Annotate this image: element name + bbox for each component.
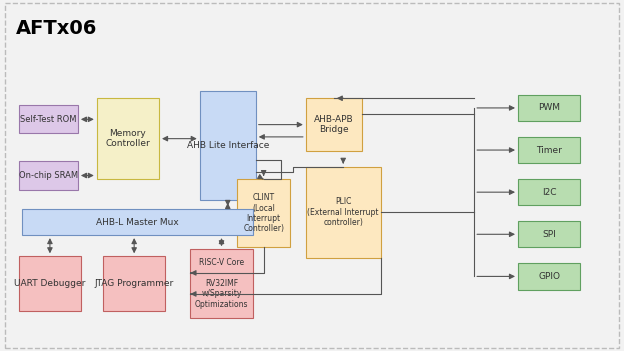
FancyBboxPatch shape — [237, 179, 290, 247]
Text: PWM: PWM — [538, 104, 560, 112]
Text: AHB Lite Interface: AHB Lite Interface — [187, 141, 269, 150]
FancyBboxPatch shape — [19, 161, 78, 190]
FancyBboxPatch shape — [518, 179, 580, 205]
Text: PLIC
(External Interrupt
controller): PLIC (External Interrupt controller) — [308, 198, 379, 227]
Text: CLINT
(Local
Interrupt
Controller): CLINT (Local Interrupt Controller) — [243, 193, 284, 233]
FancyBboxPatch shape — [518, 137, 580, 163]
FancyBboxPatch shape — [19, 105, 78, 133]
Text: Self-Test ROM: Self-Test ROM — [20, 115, 77, 124]
Text: GPIO: GPIO — [538, 272, 560, 281]
Text: On-chip SRAM: On-chip SRAM — [19, 171, 78, 180]
FancyBboxPatch shape — [518, 263, 580, 290]
Text: I2C: I2C — [542, 188, 557, 197]
Text: AFTx06: AFTx06 — [16, 19, 97, 38]
FancyBboxPatch shape — [190, 249, 253, 318]
FancyBboxPatch shape — [518, 221, 580, 247]
FancyBboxPatch shape — [306, 167, 381, 258]
Text: AHB-APB
Bridge: AHB-APB Bridge — [314, 115, 354, 134]
FancyBboxPatch shape — [97, 98, 159, 179]
FancyBboxPatch shape — [19, 256, 81, 311]
FancyBboxPatch shape — [22, 209, 253, 235]
FancyBboxPatch shape — [306, 98, 362, 151]
Text: Timer: Timer — [536, 146, 562, 154]
Text: AHB-L Master Mux: AHB-L Master Mux — [96, 218, 178, 226]
Text: Memory
Controller: Memory Controller — [105, 129, 150, 148]
FancyBboxPatch shape — [200, 91, 256, 200]
Text: RISC-V Core

RV32IMF
w/Sparsity
Optimizations: RISC-V Core RV32IMF w/Sparsity Optimizat… — [195, 258, 248, 309]
FancyBboxPatch shape — [518, 95, 580, 121]
Text: JTAG Programmer: JTAG Programmer — [94, 279, 174, 288]
Text: SPI: SPI — [542, 230, 556, 239]
FancyBboxPatch shape — [103, 256, 165, 311]
Text: UART Debugger: UART Debugger — [14, 279, 85, 288]
